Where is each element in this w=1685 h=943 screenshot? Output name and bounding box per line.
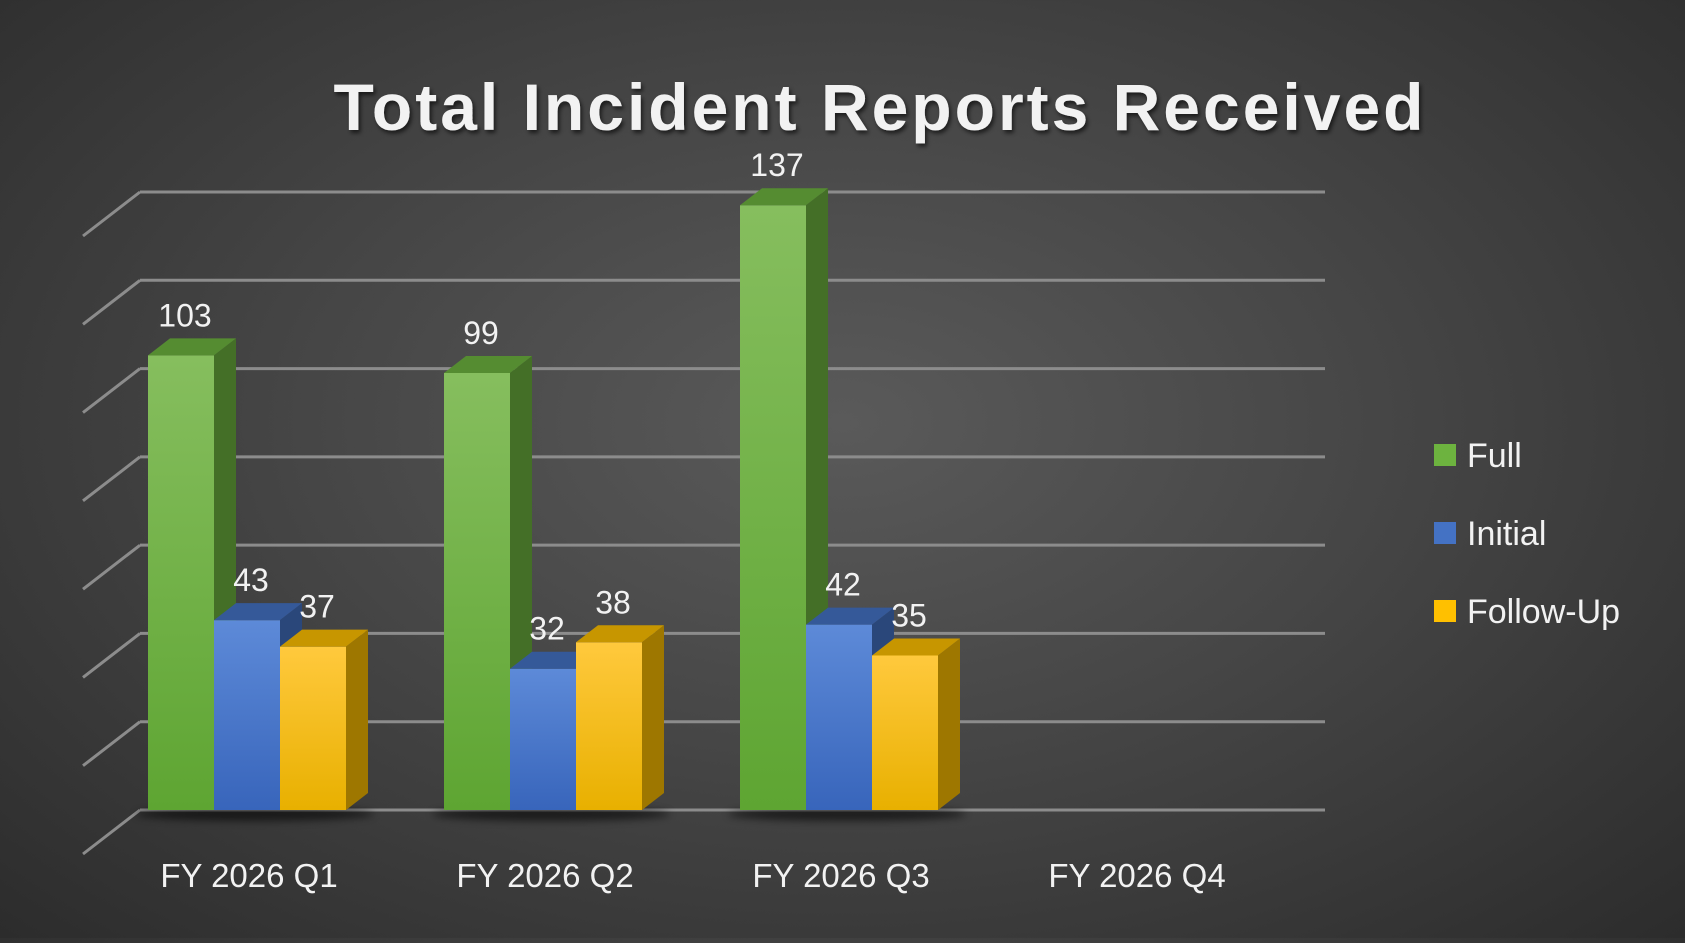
- x-axis-labels: FY 2026 Q1 FY 2026 Q2 FY 2026 Q3 FY 2026 Q4: [160, 857, 1225, 894]
- gridline: [82, 543, 1325, 591]
- bar-follow-up-fy-2026-q2: [576, 625, 664, 810]
- legend-swatch: [1434, 522, 1456, 544]
- x-tick-label-fy-2026-q4: FY 2026 Q4: [1048, 857, 1225, 894]
- gridline: [82, 278, 1325, 326]
- bar-group-shadow: [728, 807, 966, 821]
- x-tick-label-fy-2026-q3: FY 2026 Q3: [752, 857, 929, 894]
- bars: [148, 188, 960, 810]
- data-label-full-fy-2026-q3: 137: [750, 147, 803, 183]
- bar-group-shadow: [432, 807, 670, 821]
- chart-title: Total Incident Reports Received: [334, 70, 1427, 144]
- legend-label: Follow-Up: [1467, 593, 1620, 631]
- data-label-initial-fy-2026-q1: 43: [233, 562, 269, 598]
- data-label-follow-up-fy-2026-q1: 37: [299, 589, 335, 625]
- legend-item-full: Full: [1434, 437, 1522, 475]
- data-label-full-fy-2026-q2: 99: [463, 315, 499, 351]
- legend-label: Initial: [1467, 515, 1546, 553]
- gridline: [82, 455, 1325, 503]
- bar-follow-up-fy-2026-q1: [280, 629, 368, 810]
- legend: Full Initial Follow-Up: [1434, 437, 1620, 631]
- bar-follow-up-fy-2026-q3: [872, 638, 960, 810]
- legend-swatch: [1434, 444, 1456, 466]
- data-label-initial-fy-2026-q3: 42: [825, 567, 861, 603]
- data-labels: 103 43 37 99 32 38 137 42 35: [158, 147, 926, 647]
- x-tick-label-fy-2026-q1: FY 2026 Q1: [160, 857, 337, 894]
- data-label-full-fy-2026-q1: 103: [158, 297, 211, 333]
- x-tick-label-fy-2026-q2: FY 2026 Q2: [456, 857, 633, 894]
- gridline: [82, 367, 1325, 414]
- legend-item-follow-up: Follow-Up: [1434, 593, 1620, 631]
- bar-group-shadow: [136, 807, 374, 821]
- legend-item-initial: Initial: [1434, 515, 1546, 553]
- data-label-initial-fy-2026-q2: 32: [529, 611, 565, 647]
- legend-label: Full: [1467, 437, 1522, 475]
- legend-swatch: [1434, 600, 1456, 622]
- bar-full-fy-2026-q1: [148, 338, 236, 810]
- data-label-follow-up-fy-2026-q2: 38: [595, 584, 631, 620]
- data-label-follow-up-fy-2026-q3: 35: [891, 598, 927, 634]
- bar-shadows: [136, 807, 966, 821]
- gridline: [82, 190, 1325, 238]
